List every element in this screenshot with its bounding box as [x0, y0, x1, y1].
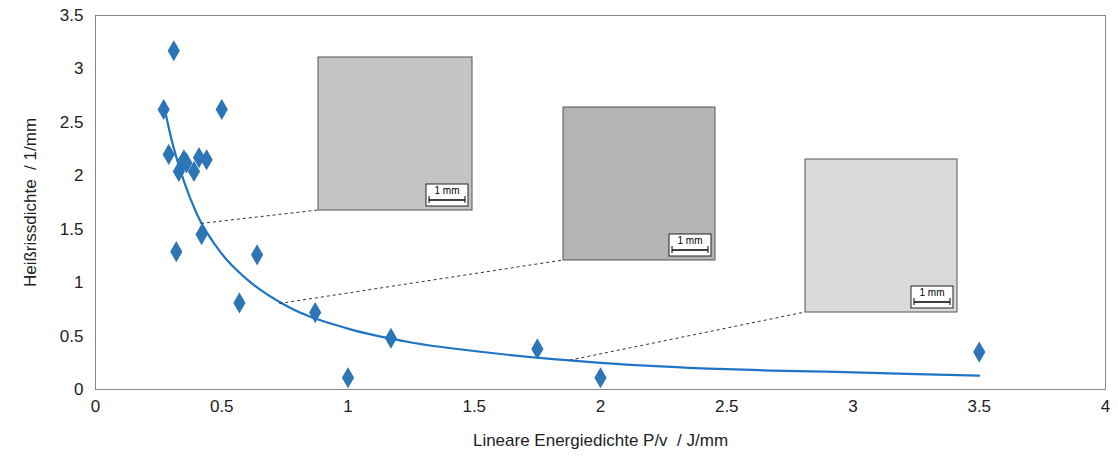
- svg-text:1: 1: [74, 273, 83, 292]
- svg-text:3.5: 3.5: [60, 6, 84, 25]
- svg-text:3.5: 3.5: [967, 397, 991, 416]
- svg-text:3: 3: [848, 397, 857, 416]
- svg-text:0.5: 0.5: [210, 397, 234, 416]
- svg-text:1 mm: 1 mm: [678, 235, 703, 246]
- svg-text:2.5: 2.5: [715, 397, 739, 416]
- svg-text:Heißrissdichte / 1/mm: Heißrissdichte / 1/mm: [21, 118, 40, 287]
- svg-text:1 mm: 1 mm: [435, 185, 460, 196]
- svg-text:1.5: 1.5: [60, 220, 84, 239]
- svg-text:0.5: 0.5: [60, 327, 84, 346]
- svg-text:1.5: 1.5: [462, 397, 486, 416]
- svg-text:1: 1: [343, 397, 352, 416]
- svg-text:Lineare Energiedichte P/v / J: Lineare Energiedichte P/v / J/mm: [473, 431, 728, 450]
- svg-text:3: 3: [74, 59, 83, 78]
- svg-text:4: 4: [1101, 397, 1110, 416]
- svg-text:0: 0: [74, 380, 83, 399]
- svg-text:0: 0: [91, 397, 100, 416]
- svg-text:2: 2: [596, 397, 605, 416]
- svg-text:2: 2: [74, 166, 83, 185]
- svg-text:2.5: 2.5: [60, 113, 84, 132]
- svg-text:1 mm: 1 mm: [920, 287, 945, 298]
